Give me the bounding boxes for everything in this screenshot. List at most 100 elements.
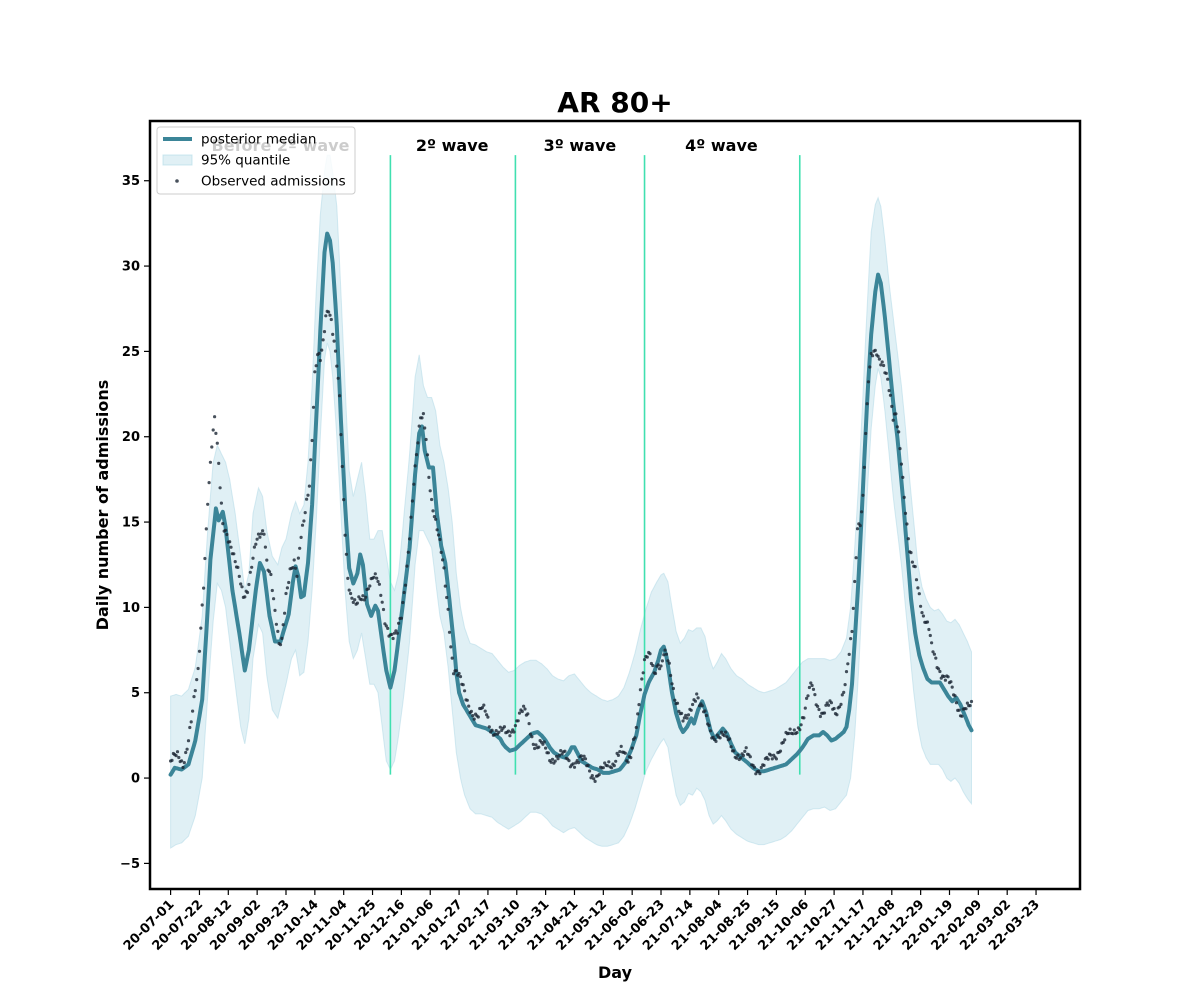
observed-point <box>588 769 592 773</box>
observed-point <box>838 705 842 709</box>
observed-point <box>675 701 680 705</box>
observed-point <box>658 667 662 671</box>
observed-point <box>409 515 413 519</box>
observed-point <box>612 764 616 768</box>
observed-point <box>360 598 364 602</box>
observed-point <box>295 574 299 579</box>
observed-point <box>809 681 813 685</box>
observed-point <box>636 712 640 716</box>
observed-point <box>743 749 747 754</box>
observed-point <box>693 699 698 703</box>
observed-point <box>640 677 644 681</box>
observed-point <box>969 699 974 704</box>
observed-point <box>670 682 674 686</box>
wave-label-4: 4º wave <box>685 136 758 155</box>
observed-point <box>855 527 860 531</box>
observed-point <box>626 760 630 764</box>
observed-point <box>425 453 430 457</box>
observed-point <box>259 532 263 536</box>
observed-point <box>930 641 934 645</box>
observed-point <box>417 424 421 428</box>
observed-point <box>335 364 339 368</box>
observed-point <box>174 754 178 758</box>
observed-point <box>497 730 501 734</box>
observed-point <box>283 611 287 615</box>
observed-point <box>597 773 601 777</box>
observed-point <box>175 750 180 754</box>
observed-point <box>467 704 471 708</box>
observed-point <box>278 643 283 647</box>
observed-point <box>866 380 871 384</box>
observed-point <box>472 717 476 721</box>
observed-point <box>669 673 673 678</box>
observed-point <box>248 570 252 574</box>
observed-point <box>567 759 571 763</box>
observed-point <box>336 376 340 380</box>
observed-point <box>757 769 761 773</box>
observed-point <box>186 739 191 743</box>
observed-point <box>424 437 428 442</box>
observed-point <box>191 709 195 713</box>
observed-point <box>380 600 384 604</box>
observed-point <box>274 622 278 626</box>
observed-point <box>364 595 368 599</box>
observed-point <box>653 671 658 676</box>
observed-point <box>197 649 202 653</box>
observed-point <box>581 757 585 762</box>
observed-point <box>269 572 273 577</box>
observed-points-layer <box>169 309 974 784</box>
observed-point <box>317 351 321 355</box>
observed-point <box>494 729 498 733</box>
observed-point <box>839 702 843 707</box>
observed-point <box>446 607 450 611</box>
observed-point <box>332 339 336 343</box>
observed-point <box>641 671 645 675</box>
observed-point <box>287 580 291 585</box>
observed-point <box>324 314 328 318</box>
observed-point <box>522 704 526 708</box>
observed-point <box>402 590 406 595</box>
observed-point <box>463 689 467 693</box>
observed-point <box>686 713 691 717</box>
observed-point <box>413 464 417 468</box>
observed-point <box>262 532 266 536</box>
observed-point <box>685 716 689 720</box>
observed-point <box>263 545 267 549</box>
observed-point <box>788 727 792 731</box>
observed-point <box>427 475 431 479</box>
observed-point <box>899 462 904 466</box>
observed-point <box>684 713 688 717</box>
legend-label: Observed admissions <box>201 174 346 190</box>
observed-point <box>267 570 272 574</box>
observed-point <box>960 714 964 718</box>
observed-point <box>513 724 518 728</box>
observed-point <box>469 709 473 714</box>
observed-point <box>682 716 687 720</box>
observed-point <box>483 709 487 713</box>
observed-point <box>917 592 921 596</box>
observed-point <box>213 415 217 419</box>
x-axis-ticks: 20-07-0120-07-2220-08-1220-09-0220-09-23… <box>121 889 1043 954</box>
observed-point <box>898 447 902 451</box>
observed-point <box>843 683 847 687</box>
observed-point <box>533 746 537 751</box>
observed-point <box>853 579 857 584</box>
observed-point <box>787 731 791 736</box>
observed-point <box>211 428 215 432</box>
observed-point <box>807 685 812 690</box>
observed-point <box>910 560 915 564</box>
observed-point <box>215 441 219 445</box>
observed-point <box>423 426 427 430</box>
observed-point <box>412 482 416 486</box>
observed-point <box>579 754 583 758</box>
observed-point <box>865 402 869 406</box>
median-layer <box>168 231 974 777</box>
observed-point <box>498 725 502 729</box>
observed-point <box>704 713 709 718</box>
observed-point <box>206 502 210 506</box>
observed-point <box>942 674 946 679</box>
observed-point <box>526 712 530 716</box>
observed-point <box>207 481 211 485</box>
observed-point <box>847 652 851 657</box>
observed-point <box>376 579 380 584</box>
